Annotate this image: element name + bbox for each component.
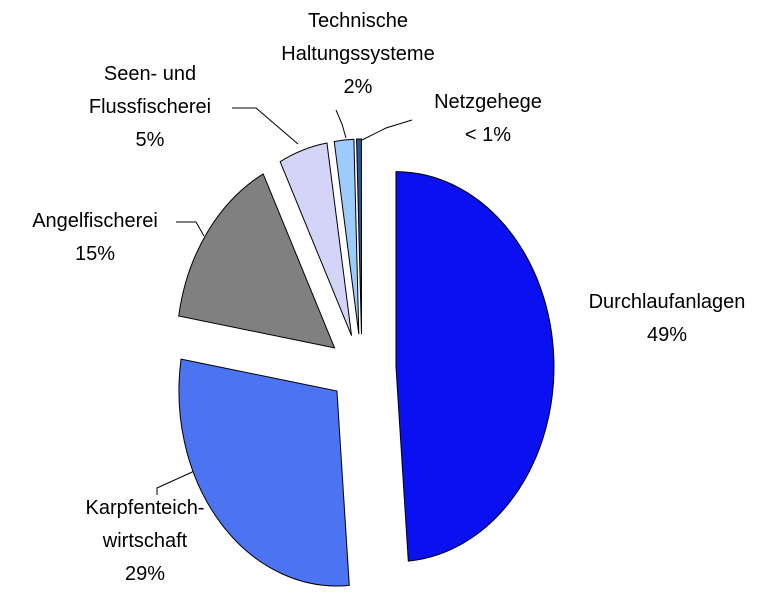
pie-slice xyxy=(178,358,350,587)
pie-slice xyxy=(178,173,336,349)
leader-line xyxy=(335,109,347,139)
slice-label: Technische Haltungssysteme 2% xyxy=(281,5,434,104)
leader-line xyxy=(232,107,299,145)
percent-label: 15% xyxy=(74,243,116,265)
pie-slice xyxy=(356,138,362,335)
slice-label: Netzgehege < 1% xyxy=(434,86,542,152)
leader-line xyxy=(176,221,205,237)
category-name: Durchlaufanlagen xyxy=(588,291,746,313)
category-name: Karpfenteich- wirtschaft xyxy=(85,497,205,552)
slice-label: Durchlaufanlagen 49% xyxy=(589,286,746,352)
percent-label: 49% xyxy=(646,324,688,346)
category-name: Seen- und Flussfischerei xyxy=(88,63,212,118)
leader-line xyxy=(361,119,413,141)
percent-label: 2% xyxy=(343,76,373,98)
category-name: Netzgehege xyxy=(434,91,542,113)
slice-label: Angelfischerei 15% xyxy=(32,205,158,271)
slice-label: Seen- und Flussfischerei 5% xyxy=(89,58,211,157)
percent-label: < 1% xyxy=(464,124,512,146)
category-name: Technische Haltungssysteme xyxy=(281,10,435,65)
category-name: Angelfischerei xyxy=(32,210,158,232)
percent-label: 29% xyxy=(124,563,166,585)
slice-label: Karpfenteich- wirtschaft 29% xyxy=(86,492,205,591)
pie-slice xyxy=(333,138,360,335)
pie-slice xyxy=(395,171,555,562)
pie-slice xyxy=(279,142,353,336)
percent-label: 5% xyxy=(135,129,165,151)
